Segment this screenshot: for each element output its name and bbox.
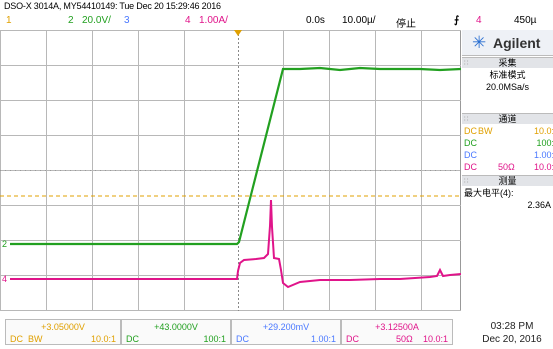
footer-coupling: DC bbox=[346, 334, 359, 344]
footer-channel-2[interactable]: +43.0000V DC 100:1 bbox=[121, 319, 231, 345]
channel-probe: 10.0:1 bbox=[533, 162, 553, 172]
footer-coupling: DC bbox=[10, 334, 23, 344]
footer-channel-3[interactable]: +29.200mV DC 1.00:1 bbox=[231, 319, 341, 345]
measurement-value-text: 2.36A bbox=[527, 200, 551, 210]
waveform-svg: 2 4 bbox=[0, 30, 461, 311]
footer-extra: BW bbox=[28, 334, 43, 344]
brand-name: Agilent bbox=[493, 35, 541, 51]
clock: 03:28 PM Dec 20, 2016 bbox=[475, 320, 549, 346]
measurement-label: 最大电平(4): bbox=[462, 188, 553, 199]
channel-extra: 50Ω bbox=[498, 162, 515, 172]
sidebar-channel-4[interactable]: DC 50Ω 10.0:1 bbox=[462, 162, 553, 173]
acquisition-header[interactable]: ∷ 采集 bbox=[462, 57, 553, 68]
footer-probe: 100:1 bbox=[203, 334, 226, 344]
footer-coupling: DC bbox=[236, 334, 249, 344]
brand-header: ✳ Agilent bbox=[462, 30, 553, 56]
ch4-ground-marker[interactable]: 4 bbox=[2, 274, 7, 284]
sidebar-channel-2[interactable]: DC 100:1 bbox=[462, 138, 553, 149]
ch2-label[interactable]: 2 bbox=[68, 15, 74, 26]
footer-extra: 50Ω bbox=[396, 334, 413, 344]
acquisition-header-label: 采集 bbox=[498, 58, 517, 68]
channel-coupling: DC bbox=[464, 162, 477, 172]
grip-icon: ∷ bbox=[464, 116, 469, 123]
run-state[interactable]: 停止 bbox=[396, 19, 416, 30]
sidebar-channel-3[interactable]: DC 1.00:1 bbox=[462, 150, 553, 161]
channel-coupling: DC bbox=[464, 126, 477, 136]
time-scale[interactable]: 10.00µ/ bbox=[342, 15, 376, 26]
channel-footer: +3.05000V DC BW 10.0:1 +43.0000V DC 100:… bbox=[0, 312, 553, 349]
grip-icon: ∷ bbox=[464, 60, 469, 67]
channel-probe: 10.0:1 bbox=[533, 126, 553, 136]
sidebar: ✳ Agilent ∷ 采集 标准模式 20.0MSa/s ∷ 通道 DC BW… bbox=[462, 30, 553, 311]
footer-value: +3.12500A bbox=[375, 322, 419, 332]
time-offset[interactable]: 0.0s bbox=[306, 15, 325, 26]
acquisition-rate: 20.0MSa/s bbox=[485, 82, 530, 92]
channel-extra: BW bbox=[478, 126, 493, 136]
trigger-position-marker[interactable] bbox=[234, 30, 242, 36]
waveform-display[interactable]: 2 4 bbox=[0, 30, 461, 311]
agilent-spark-icon: ✳ bbox=[472, 33, 487, 52]
footer-value: +29.200mV bbox=[262, 322, 310, 332]
trigger-channel[interactable]: 4 bbox=[476, 15, 482, 26]
ch2-scale[interactable]: 20.0V/ bbox=[82, 15, 111, 26]
measurement-value: 2.36A bbox=[462, 200, 553, 211]
trigger-level[interactable]: 450µ bbox=[514, 15, 537, 26]
device-header: DSO-X 3014A, MY54410149: Tue Dec 20 15:2… bbox=[4, 1, 221, 11]
channel-coupling: DC bbox=[464, 150, 477, 160]
footer-probe: 1.00:1 bbox=[310, 334, 336, 344]
trigger-edge-icon: ⨍ bbox=[454, 15, 460, 26]
ch4-scale[interactable]: 1.00A/ bbox=[199, 15, 228, 26]
ch4-waveform bbox=[10, 199, 461, 289]
acquisition-mode: 标准模式 bbox=[489, 70, 526, 80]
channel-coupling: DC bbox=[464, 138, 477, 148]
clock-date: Dec 20, 2016 bbox=[482, 334, 542, 345]
channel-probe: 1.00:1 bbox=[533, 150, 553, 160]
footer-value: +43.0000V bbox=[154, 322, 198, 332]
measurement-label-text: 最大电平(4): bbox=[464, 188, 514, 198]
channel-probe: 100:1 bbox=[536, 138, 553, 148]
grip-icon: ∷ bbox=[464, 178, 469, 185]
footer-channel-4[interactable]: +3.12500A DC 50Ω 10.0:1 bbox=[341, 319, 453, 345]
footer-channel-1[interactable]: +3.05000V DC BW 10.0:1 bbox=[5, 319, 121, 345]
footer-probe: 10.0:1 bbox=[90, 334, 116, 344]
channels-header-label: 通道 bbox=[498, 114, 517, 124]
measurements-header-label: 测量 bbox=[498, 176, 517, 186]
ch2-waveform bbox=[10, 66, 461, 246]
ch4-label[interactable]: 4 bbox=[185, 15, 191, 26]
measurements-header[interactable]: ∷ 测量 bbox=[462, 175, 553, 186]
sidebar-channel-1[interactable]: DC BW 10.0:1 bbox=[462, 126, 553, 137]
clock-time: 03:28 PM bbox=[490, 321, 534, 332]
status-bar: 1 2 20.0V/ 3 4 1.00A/ 0.0s 10.00µ/ 停止 ⨍ … bbox=[0, 13, 553, 30]
channels-header[interactable]: ∷ 通道 bbox=[462, 113, 553, 124]
ch2-ground-marker[interactable]: 2 bbox=[2, 239, 7, 249]
footer-probe: 10.0:1 bbox=[422, 334, 448, 344]
footer-coupling: DC bbox=[126, 334, 139, 344]
ch3-label[interactable]: 3 bbox=[124, 15, 130, 26]
ch1-label[interactable]: 1 bbox=[6, 15, 12, 26]
footer-value: +3.05000V bbox=[41, 322, 85, 332]
